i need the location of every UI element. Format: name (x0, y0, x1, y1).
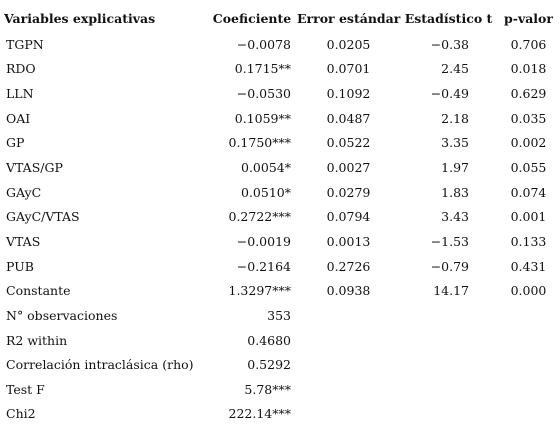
coefficient-value: 1.3297*** (228, 283, 292, 299)
t-statistic-value: 1.83 (441, 184, 469, 200)
stat-label: N° observaciones (6, 307, 118, 323)
p-value: 0.002 (510, 135, 547, 151)
stat-label: Correlación intraclásica (rho) (6, 357, 194, 373)
t-statistic-value: −0.38 (430, 36, 469, 52)
header-variables: Variables explicativas (4, 10, 156, 26)
table-row: VTAS/GP 0.0054* 0.0027 1.97 0.055 (4, 155, 560, 180)
std-error-value: 0.0794 (326, 209, 371, 225)
table-row: RDO 0.1715** 0.0701 2.45 0.018 (4, 57, 560, 82)
coefficient-value: 0.1715** (234, 61, 291, 77)
coefficient-value: −0.0078 (236, 36, 291, 52)
variable-name: LLN (6, 86, 34, 102)
coefficient-value: −0.0530 (236, 86, 291, 102)
header-estadistico-t: Estadístico t (404, 10, 493, 26)
stat-label: Test F (6, 381, 45, 397)
stat-value: 0.4680 (247, 332, 291, 348)
header-p-valor: p-valor (504, 10, 553, 26)
p-value: 0.074 (510, 184, 547, 200)
table-row: TGPN −0.0078 0.0205 −0.38 0.706 (4, 32, 560, 57)
stat-value: 0.5292 (247, 357, 291, 373)
variable-name: VTAS/GP (6, 160, 63, 176)
coefficient-value: −0.2164 (236, 258, 291, 274)
variable-name: GAyC (6, 184, 42, 200)
p-value: 0.001 (510, 209, 547, 225)
t-statistic-value: 14.17 (433, 283, 469, 299)
t-statistic-value: 2.18 (441, 110, 469, 126)
variable-name: PUB (6, 258, 34, 274)
stat-row: R2 within 0.4680 (4, 328, 560, 353)
stat-row: Test F 5.78*** (4, 377, 560, 402)
std-error-value: 0.2726 (326, 258, 371, 274)
stat-value: 353 (267, 307, 291, 323)
variable-name: OAI (6, 110, 31, 126)
p-value: 0.055 (510, 160, 547, 176)
p-value: 0.133 (510, 233, 547, 249)
header-row: Variables explicativas Coeficiente Error… (4, 4, 560, 32)
variable-name: GAyC/VTAS (6, 209, 80, 225)
p-value: 0.000 (510, 283, 547, 299)
table-row: OAI 0.1059** 0.0487 2.18 0.035 (4, 106, 560, 131)
stat-row: Chi2 222.14*** (4, 402, 560, 427)
table-row: GAyC 0.0510* 0.0279 1.83 0.074 (4, 180, 560, 205)
stat-value: 222.14*** (228, 406, 292, 422)
table-row: PUB −0.2164 0.2726 −0.79 0.431 (4, 254, 560, 279)
t-statistic-value: 3.43 (441, 209, 469, 225)
table-row: GAyC/VTAS 0.2722*** 0.0794 3.43 0.001 (4, 204, 560, 229)
table-row: VTAS −0.0019 0.0013 −1.53 0.133 (4, 229, 560, 254)
p-value: 0.706 (510, 36, 547, 52)
stat-value: 5.78*** (244, 381, 291, 397)
stat-label: Chi2 (6, 406, 36, 422)
std-error-value: 0.0027 (326, 160, 371, 176)
variable-name: TGPN (6, 36, 44, 52)
p-value: 0.035 (510, 110, 547, 126)
variable-name: Constante (6, 283, 71, 299)
std-error-value: 0.0938 (326, 283, 371, 299)
t-statistic-value: −0.79 (430, 258, 469, 274)
std-error-value: 0.1092 (326, 86, 371, 102)
coefficient-value: 0.0054* (241, 160, 291, 176)
coefficient-value: −0.0019 (236, 233, 291, 249)
table-row: Constante 1.3297*** 0.0938 14.17 0.000 (4, 278, 560, 303)
stat-row: N° observaciones 353 (4, 303, 560, 328)
table-row: LLN −0.0530 0.1092 −0.49 0.629 (4, 81, 560, 106)
p-value: 0.431 (510, 258, 547, 274)
table-row: GP 0.1750*** 0.0522 3.35 0.002 (4, 131, 560, 156)
header-coeficiente: Coeficiente (212, 10, 292, 26)
std-error-value: 0.0701 (326, 61, 371, 77)
std-error-value: 0.0522 (326, 135, 371, 151)
coefficient-value: 0.1059** (234, 110, 291, 126)
t-statistic-value: 2.45 (441, 61, 469, 77)
regression-table: Variables explicativas Coeficiente Error… (4, 4, 560, 426)
stat-label: R2 within (6, 332, 68, 348)
t-statistic-value: −0.49 (430, 86, 469, 102)
std-error-value: 0.0279 (326, 184, 371, 200)
variable-name: GP (6, 135, 25, 151)
p-value: 0.018 (510, 61, 547, 77)
t-statistic-value: −1.53 (430, 233, 469, 249)
coefficient-value: 0.1750*** (228, 135, 292, 151)
std-error-value: 0.0487 (326, 110, 371, 126)
p-value: 0.629 (510, 86, 547, 102)
variable-name: VTAS (6, 233, 41, 249)
header-error-estandar: Error estándar (297, 10, 401, 26)
t-statistic-value: 1.97 (441, 160, 469, 176)
std-error-value: 0.0013 (326, 233, 371, 249)
std-error-value: 0.0205 (326, 36, 371, 52)
variable-name: RDO (6, 61, 36, 77)
t-statistic-value: 3.35 (441, 135, 469, 151)
coefficient-value: 0.0510* (241, 184, 291, 200)
coefficient-value: 0.2722*** (228, 209, 292, 225)
stat-row: Correlación intraclásica (rho) 0.5292 (4, 352, 560, 377)
